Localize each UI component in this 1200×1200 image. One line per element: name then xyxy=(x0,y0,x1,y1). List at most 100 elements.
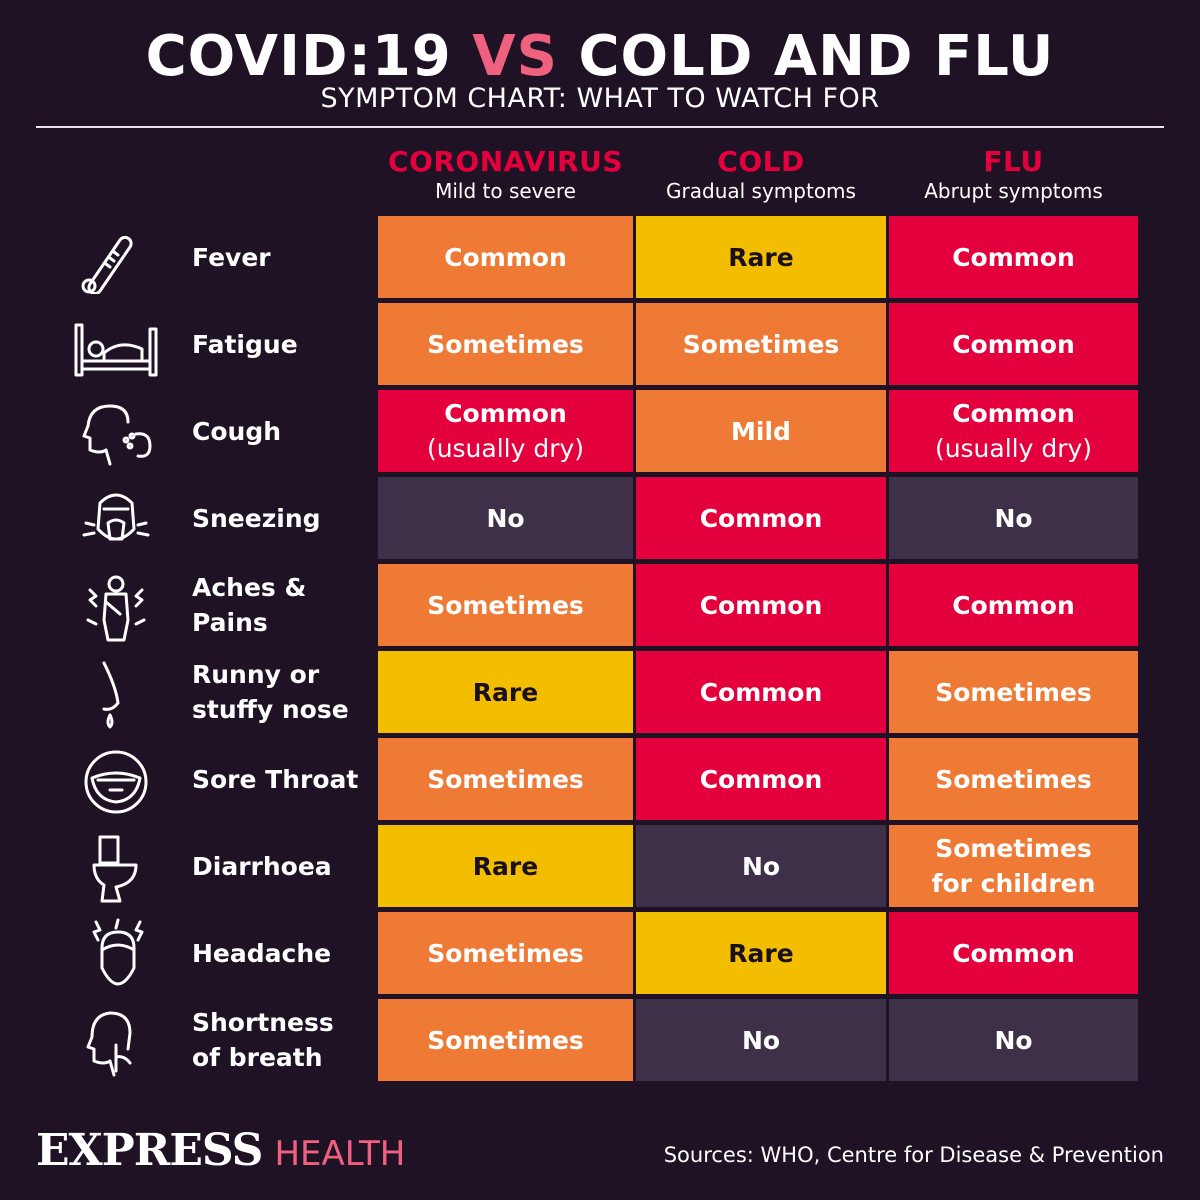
cell-value: No xyxy=(741,851,781,881)
page-title: COVID:19 VS COLD AND FLU xyxy=(0,22,1200,92)
cell-value: Rare xyxy=(728,242,794,272)
symptom-label: Fever xyxy=(192,242,271,272)
cell-value: Mild xyxy=(731,416,791,446)
table-cell: No xyxy=(636,825,886,907)
title-part2: COLD AND FLU xyxy=(578,24,1055,89)
table-cell: Common xyxy=(889,216,1138,298)
table-cell: Sometimes xyxy=(378,738,633,820)
toilet-icon xyxy=(92,835,138,903)
symptom-label: Sneezing xyxy=(192,503,321,533)
table-cell: Sometimes xyxy=(378,303,633,385)
table-cell: Rare xyxy=(636,216,886,298)
cell-value: Common xyxy=(699,677,823,707)
symptom-label: Sore Throat xyxy=(192,764,359,794)
table-cell: No xyxy=(636,999,886,1081)
cell-value: No xyxy=(994,1025,1033,1055)
table-cell: No xyxy=(889,477,1138,559)
table-cell: No xyxy=(889,999,1138,1081)
cell-value: Common xyxy=(699,590,823,620)
table-cell: Common xyxy=(889,303,1138,385)
table-cell: Sometimes xyxy=(378,912,633,994)
table-row: Sore Throat Sometimes Common Sometimes xyxy=(0,738,1200,820)
table-cell: Common xyxy=(378,216,633,298)
header-divider xyxy=(36,126,1164,128)
brand-section: HEALTH xyxy=(274,1134,406,1174)
cell-value: Common xyxy=(952,329,1075,359)
table-cell: Common xyxy=(636,564,886,646)
nose-icon xyxy=(102,661,120,729)
cell-value: Common xyxy=(952,399,1075,428)
column-name: COLD xyxy=(717,145,805,178)
cell-value: Common xyxy=(444,242,567,272)
table-cell: Common xyxy=(636,477,886,559)
table-row: Runny or stuffy nose Rare Common Sometimes xyxy=(0,651,1200,733)
cell-value: Common xyxy=(444,399,567,428)
brand-logo: EXPRESS HEALTH xyxy=(36,1124,405,1178)
cell-value: Sometimes xyxy=(427,764,584,794)
table-cell: Common xyxy=(889,912,1138,994)
column-header-flu: FLU Abrupt symptoms xyxy=(879,146,1148,210)
table-cell: Sometimes xyxy=(636,303,886,385)
table-cell: Common xyxy=(636,651,886,733)
table-cell: Sometimes xyxy=(889,651,1138,733)
cough-icon xyxy=(82,404,152,466)
table-cell: Common xyxy=(636,738,886,820)
cell-value: Sometimes xyxy=(427,938,584,968)
table-cell: Sometimes xyxy=(889,738,1138,820)
cell-value: No xyxy=(741,1025,781,1055)
cell-value: Common xyxy=(952,590,1075,620)
breath-icon xyxy=(86,1011,132,1077)
column-name: CORONAVIRUS xyxy=(388,145,623,178)
table-cell: Sometimes xyxy=(378,564,633,646)
cell-value: Common xyxy=(699,764,823,794)
symptom-label: Shortness of breath xyxy=(192,1008,334,1072)
table-cell: Common (usually dry) xyxy=(378,390,633,472)
table-row: Fatigue Sometimes Sometimes Common xyxy=(0,303,1200,385)
table-row: Cough Common (usually dry) Mild Common (usual… xyxy=(0,390,1200,472)
cell-value: Common xyxy=(952,242,1075,272)
title-vs: VS xyxy=(472,24,558,89)
table-row: Fever Common Rare Common xyxy=(0,216,1200,298)
cell-note: (usually dry) xyxy=(934,434,1093,463)
cell-value: Sometimes xyxy=(427,590,584,620)
symptom-label: Diarrhoea xyxy=(192,851,332,881)
table-row: Headache Sometimes Rare Common xyxy=(0,912,1200,994)
headache-icon xyxy=(92,918,144,986)
table-cell: Rare xyxy=(378,651,633,733)
symptom-label: Cough xyxy=(192,416,282,446)
cell-value: Common xyxy=(699,503,823,533)
column-subtitle: Gradual symptoms xyxy=(666,179,856,203)
cell-value: Sometimes xyxy=(427,329,584,359)
symptom-label: Aches & Pains xyxy=(192,573,307,637)
cell-value: Rare xyxy=(472,677,539,707)
brand-name: EXPRESS xyxy=(36,1125,263,1176)
column-header-cold: COLD Gradual symptoms xyxy=(626,146,896,210)
table-row: Sneezing No Common No xyxy=(0,477,1200,559)
table-row: Diarrhoea Rare No Sometimes for children xyxy=(0,825,1200,907)
column-subtitle: Abrupt symptoms xyxy=(924,179,1103,203)
table-cell: No xyxy=(378,477,633,559)
cell-value: No xyxy=(994,503,1033,533)
aches-icon xyxy=(86,575,146,642)
column-header-coronavirus: CORONAVIRUS Mild to severe xyxy=(368,146,643,210)
cell-note: (usually dry) xyxy=(426,434,585,463)
page-subtitle: SYMPTOM CHART: WHAT TO WATCH FOR xyxy=(320,83,880,114)
cell-value: Common xyxy=(952,938,1075,968)
table-cell: Mild xyxy=(636,390,886,472)
table-cell: Common xyxy=(889,564,1138,646)
cell-value: Sometimes xyxy=(427,1025,584,1055)
table-cell: Rare xyxy=(636,912,886,994)
cell-value: Sometimes xyxy=(682,329,840,359)
cell-value: Sometimes xyxy=(935,764,1092,794)
thermometer-icon xyxy=(81,235,133,294)
sneeze-icon xyxy=(82,493,150,541)
cell-value: Rare xyxy=(728,938,794,968)
symptom-label: Fatigue xyxy=(192,329,298,359)
column-name: FLU xyxy=(983,145,1044,178)
throat-icon xyxy=(84,750,148,814)
cell-value: Sometimes for children xyxy=(931,834,1096,898)
table-cell: Common (usually dry) xyxy=(889,390,1138,472)
table-cell: Rare xyxy=(378,825,633,907)
column-subtitle: Mild to severe xyxy=(435,179,576,203)
cell-value: Rare xyxy=(472,851,539,881)
